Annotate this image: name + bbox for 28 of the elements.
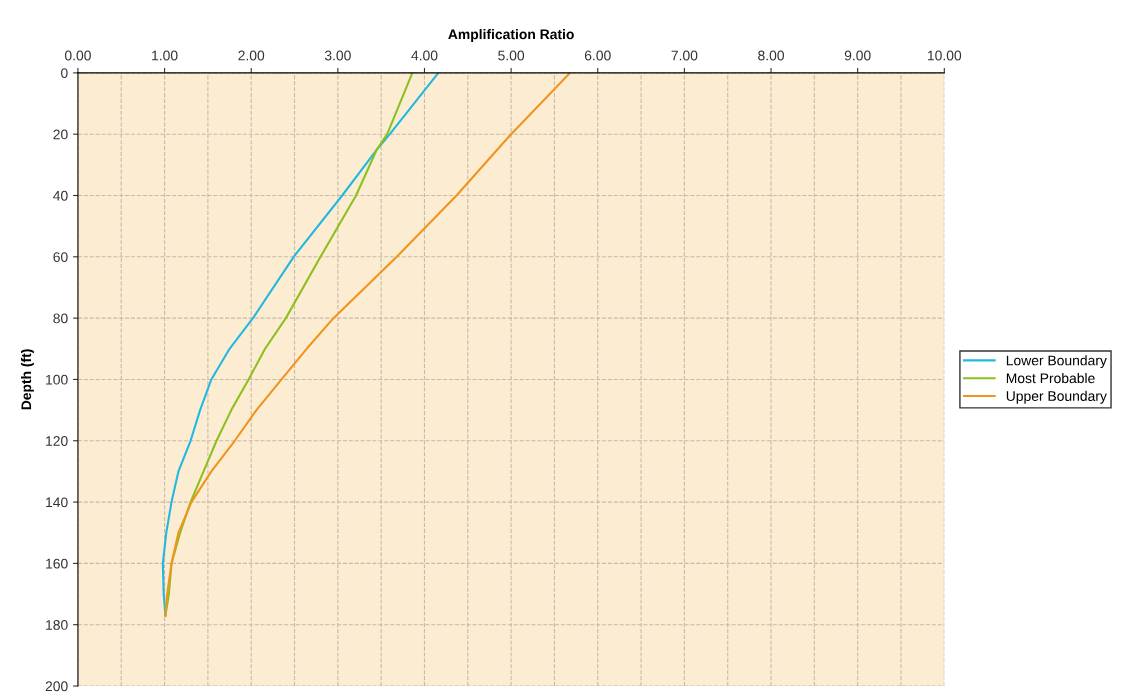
y-tick-label: 160: [46, 558, 68, 569]
x-tick-label: 9.00: [844, 50, 871, 61]
y-tick-label: 40: [53, 190, 68, 201]
y-tick-label: 80: [53, 313, 68, 324]
x-tick-label: 8.00: [758, 50, 784, 61]
legend-label: Lower Boundary: [1006, 355, 1107, 369]
y-axis-title: Depth (ft): [20, 349, 34, 410]
x-axis-title: Amplification Ratio: [448, 29, 574, 42]
y-tick-label: 180: [46, 620, 68, 630]
x-tick-label: 10.00: [927, 50, 962, 61]
legend-label: Most Probable: [1006, 372, 1095, 384]
legend-label: Upper Boundary: [1006, 390, 1107, 404]
y-tick-label: 60: [53, 252, 68, 262]
y-tick-label: 140: [46, 497, 68, 508]
y-tick-label: 20: [53, 129, 68, 140]
y-tick-label: 200: [45, 681, 68, 692]
x-tick-label: 5.00: [498, 50, 525, 61]
x-tick-label: 7.00: [671, 50, 698, 61]
y-tick-label: 0: [61, 68, 68, 79]
x-tick-label: 0.00: [64, 50, 91, 61]
x-tick-label: 3.00: [324, 50, 351, 61]
x-tick-label: 4.00: [411, 50, 438, 61]
line-series: [164, 72, 572, 617]
y-tick-label: 100: [46, 374, 68, 385]
x-tick-label: 2.00: [238, 50, 265, 61]
x-tick-label: 6.00: [584, 50, 611, 61]
x-tick-label: 1.00: [152, 50, 178, 61]
y-tick-label: 120: [46, 436, 68, 446]
